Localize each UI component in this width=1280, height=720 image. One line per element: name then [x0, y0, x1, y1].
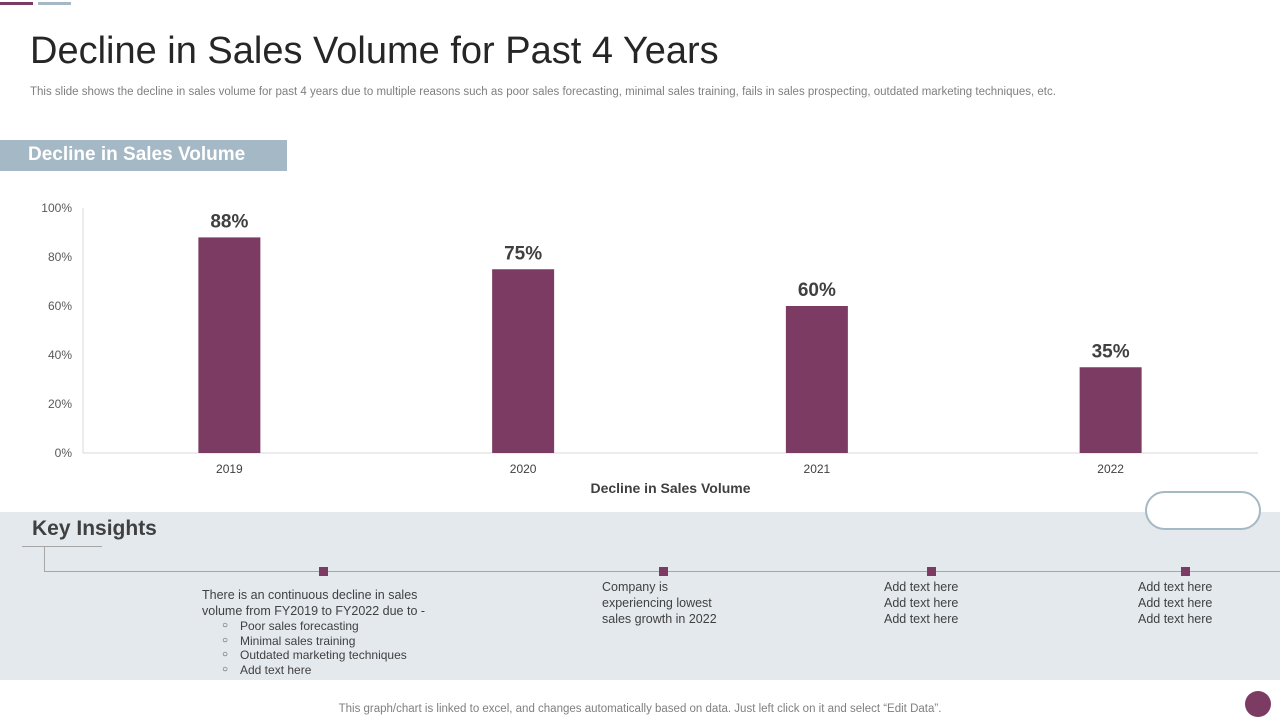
- insight-1-bullet: Outdated marketing techniques: [202, 648, 425, 663]
- insight-1-line-2: volume from FY2019 to FY2022 due to -: [202, 604, 426, 618]
- insight-1-bullet: Poor sales forecasting: [202, 619, 425, 634]
- x-tick-label: 2021: [804, 462, 831, 476]
- insight-marker-4: [1181, 567, 1190, 576]
- bar-2021: [785, 306, 848, 453]
- y-tick-label: 80%: [48, 250, 72, 264]
- insight-2-line-1: Company is: [602, 580, 668, 594]
- insight-4-line-3: Add text here: [1138, 612, 1213, 626]
- data-label: 60%: [798, 280, 836, 301]
- corner-circle-icon: [1245, 691, 1271, 717]
- data-label: 35%: [1092, 341, 1130, 362]
- footer-note: This graph/chart is linked to excel, and…: [338, 703, 942, 715]
- x-tick-label: 2020: [510, 462, 537, 476]
- top-accent-bar-secondary: [38, 2, 71, 5]
- data-label: 88%: [210, 211, 248, 232]
- insight-marker-3: [927, 567, 936, 576]
- insight-4: Add text here Add text here Add text her…: [1138, 579, 1212, 627]
- bar-2020: [492, 269, 555, 453]
- bar-2019: [198, 237, 261, 453]
- insight-3-line-2: Add text here: [884, 596, 959, 610]
- data-label: 75%: [504, 243, 542, 264]
- insights-title: Key Insights: [32, 517, 157, 540]
- insights-title-underline: [22, 546, 102, 547]
- top-accent-bar-primary: [0, 2, 33, 5]
- x-axis-title: Decline in Sales Volume: [590, 480, 750, 496]
- x-tick-label: 2019: [216, 462, 243, 476]
- insight-3-line-3: Add text here: [884, 612, 959, 626]
- y-tick-label: 40%: [48, 348, 72, 362]
- insight-2-line-3: sales growth in 2022: [602, 612, 717, 626]
- y-tick-label: 20%: [48, 397, 72, 411]
- page-title: Decline in Sales Volume for Past 4 Years: [30, 30, 719, 72]
- insight-1-bullets: Poor sales forecasting Minimal sales tra…: [202, 619, 425, 677]
- bar-2022: [1079, 367, 1142, 453]
- insight-2: Company is experiencing lowest sales gro…: [602, 579, 717, 627]
- insight-3: Add text here Add text here Add text her…: [884, 579, 958, 627]
- bar-chart[interactable]: 0% 20% 40% 60% 80% 100% 88% 2019 75% 2020 60% 2021 3…: [0, 195, 1280, 505]
- insight-1-bullet: Add text here: [202, 663, 425, 678]
- insight-1-bullet: Minimal sales training: [202, 634, 425, 649]
- section-tab: Decline in Sales Volume: [0, 140, 287, 171]
- insight-marker-2: [659, 567, 668, 576]
- insight-3-line-1: Add text here: [884, 580, 959, 594]
- insight-marker-1: [319, 567, 328, 576]
- y-tick-label: 100%: [41, 201, 72, 215]
- insight-4-line-1: Add text here: [1138, 580, 1213, 594]
- y-tick-label: 0%: [55, 446, 73, 460]
- rounded-pill-shape: [1145, 491, 1261, 530]
- insight-1-line-1: There is an continuous decline in sales: [202, 588, 418, 602]
- insight-1: There is an continuous decline in sales …: [202, 587, 425, 677]
- x-tick-label: 2022: [1097, 462, 1124, 476]
- page-subtitle: This slide shows the decline in sales vo…: [30, 86, 1056, 98]
- insights-connector-vertical: [44, 546, 45, 572]
- y-tick-label: 60%: [48, 299, 72, 313]
- insight-2-line-2: experiencing lowest: [602, 596, 712, 610]
- insight-4-line-2: Add text here: [1138, 596, 1213, 610]
